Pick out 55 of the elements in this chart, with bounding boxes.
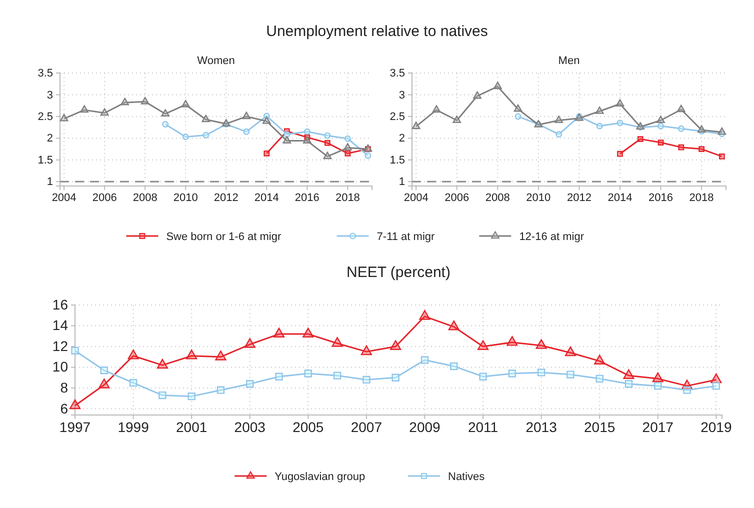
x-tick-label: 2006 (92, 192, 117, 204)
y-tick-label: 3 (46, 89, 53, 102)
y-tick-label: 1.5 (390, 154, 405, 166)
y-tick-label: 6 (60, 400, 68, 416)
x-tick-label: 2014 (254, 192, 279, 204)
chart-subtitle: Women (197, 55, 235, 67)
chart-subtitle: Men (558, 55, 580, 67)
y-tick-label: 2.5 (390, 110, 405, 123)
legend-label: Yugoslavian group (274, 471, 366, 483)
x-tick-label: 2001 (176, 418, 208, 435)
x-tick-label: 2018 (689, 192, 714, 204)
x-tick-label: 2011 (468, 418, 498, 435)
x-tick-label: 2012 (214, 192, 238, 204)
x-tick-label: 2014 (608, 192, 632, 204)
x-tick-label: 1997 (59, 418, 91, 435)
legend-label: 12-16 at migr (519, 231, 584, 243)
y-tick-label: 3 (398, 89, 405, 102)
y-tick-label: 10 (52, 358, 68, 375)
x-tick-label: 2016 (294, 192, 320, 204)
x-tick-label: 2006 (444, 192, 470, 204)
chart-title: NEET (percent) (346, 264, 450, 281)
x-tick-label: 2007 (350, 418, 382, 435)
y-tick-label: 12 (52, 338, 68, 354)
x-tick-label: 2013 (526, 418, 558, 435)
x-tick-label: 2010 (173, 192, 198, 204)
x-tick-label: 2004 (52, 192, 76, 204)
y-tick-label: 2.5 (38, 110, 53, 123)
x-tick-label: 2015 (584, 418, 616, 435)
x-tick-label: 2003 (234, 418, 266, 435)
x-tick-label: 2010 (526, 192, 551, 204)
y-tick-label: 2 (46, 132, 53, 145)
x-tick-label: 2019 (700, 418, 732, 435)
x-tick-label: 2005 (292, 418, 324, 435)
x-tick-label: 2018 (335, 192, 360, 204)
y-tick-label: 1 (398, 176, 405, 188)
legend-label: Natives (448, 471, 486, 483)
y-tick-label: 8 (60, 380, 68, 396)
x-tick-label: 2016 (648, 192, 673, 204)
y-tick-label: 3.5 (390, 68, 405, 80)
x-tick-label: 2008 (132, 192, 158, 204)
x-tick-label: 2017 (642, 418, 674, 435)
legend-label: 7-11 at migr (376, 231, 436, 243)
y-tick-label: 14 (52, 317, 68, 334)
y-tick-label: 2 (398, 132, 405, 145)
chart-title: Unemployment relative to natives (266, 23, 488, 40)
y-tick-label: 3.5 (38, 68, 53, 80)
x-tick-label: 2004 (404, 192, 428, 204)
x-tick-label: 2008 (485, 192, 510, 204)
y-tick-label: 16 (52, 296, 68, 312)
y-tick-label: 1 (46, 176, 53, 188)
x-tick-label: 2009 (409, 418, 441, 435)
y-tick-label: 1.5 (38, 154, 53, 166)
x-tick-label: 2012 (566, 192, 592, 204)
legend-label: Swe born or 1-6 at migr (166, 231, 282, 243)
x-tick-label: 1999 (118, 418, 150, 435)
